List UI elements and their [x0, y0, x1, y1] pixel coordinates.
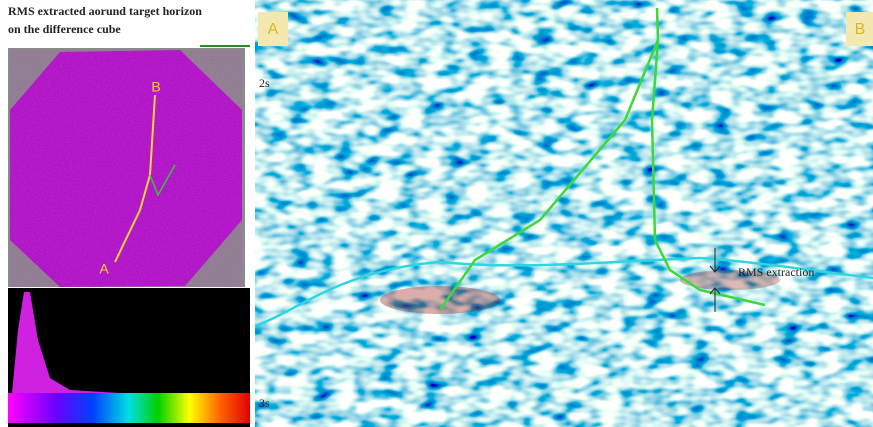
figure: RMS extracted aorund target horizon on t…	[0, 0, 873, 427]
map-label: A	[99, 261, 109, 277]
seismic-section	[255, 0, 873, 427]
section-label: B	[855, 21, 866, 38]
map-label: B	[151, 79, 160, 95]
time-label: 2s	[259, 76, 270, 90]
annotation: RMS extraction	[738, 265, 814, 279]
color-bar	[8, 393, 250, 423]
title-line: on the difference cube	[8, 22, 121, 36]
title-line: RMS extracted aorund target horizon	[8, 4, 202, 18]
section-label: A	[268, 21, 279, 38]
time-label: 3s	[259, 396, 270, 410]
map-texture	[10, 50, 242, 287]
